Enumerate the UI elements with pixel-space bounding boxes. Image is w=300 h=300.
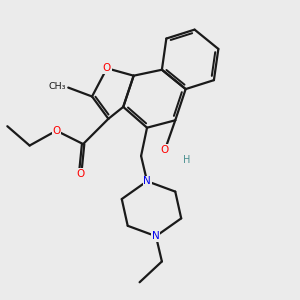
Text: H: H [184, 155, 191, 165]
Text: N: N [152, 231, 160, 241]
Text: O: O [76, 169, 84, 179]
Text: N: N [143, 176, 151, 186]
Text: CH₃: CH₃ [48, 82, 66, 91]
Text: O: O [52, 126, 61, 136]
Text: O: O [103, 63, 111, 73]
Text: O: O [161, 145, 169, 155]
